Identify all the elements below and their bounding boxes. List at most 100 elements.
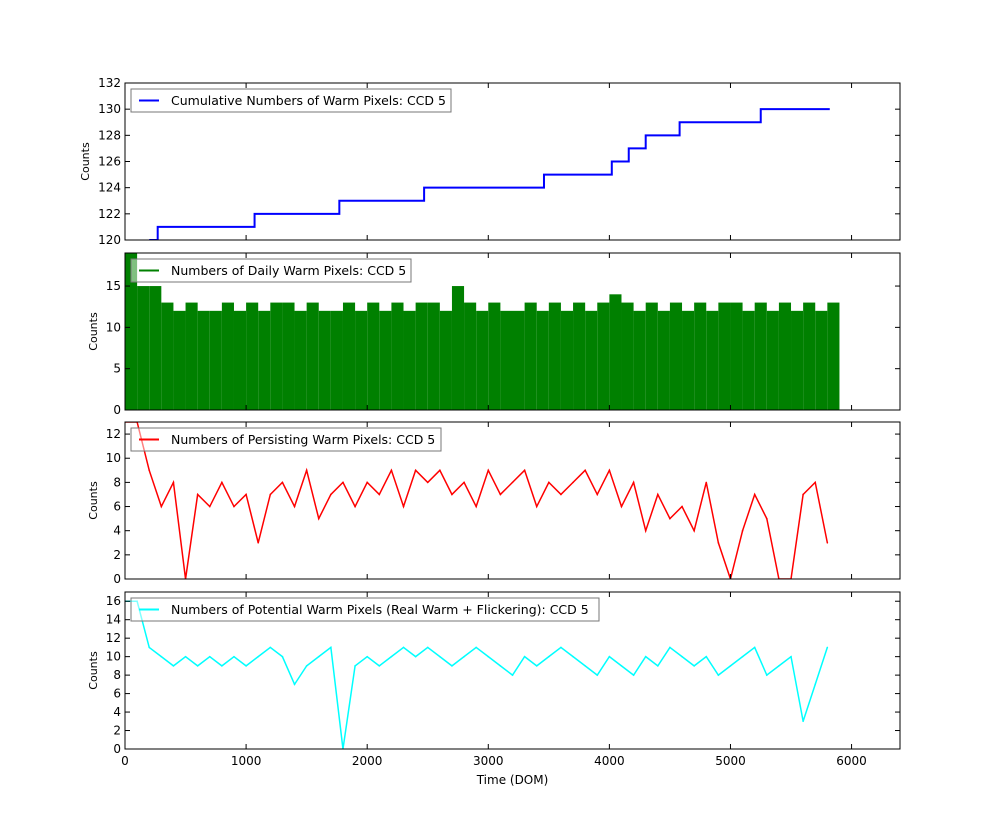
data-point	[426, 481, 429, 484]
y-tick-label: 6	[113, 500, 121, 514]
data-point	[535, 665, 538, 667]
y-tick-label: 0	[113, 742, 121, 756]
data-point	[523, 469, 526, 472]
daily-bar	[149, 286, 162, 410]
data-point	[487, 655, 490, 658]
data-point	[245, 665, 247, 667]
daily-bar	[173, 310, 186, 410]
daily-bar	[233, 310, 247, 410]
y-tick-label: 12	[106, 631, 121, 645]
data-point	[584, 665, 586, 667]
daily-bar	[185, 302, 198, 410]
data-point	[257, 541, 260, 544]
y-tick-label: 4	[113, 524, 121, 538]
data-point	[160, 505, 163, 508]
panel-1: 120 122 124 126 128 130 132 Counts Cumulative Nu…	[79, 76, 901, 247]
data-point	[439, 655, 441, 658]
x-tick-label: 4000	[594, 754, 625, 768]
data-point	[269, 646, 272, 649]
y-tick-label: 10	[106, 650, 121, 664]
data-point	[620, 665, 623, 667]
y-tick-label: 16	[106, 594, 121, 608]
data-point	[560, 493, 562, 496]
data-point	[426, 646, 429, 649]
data-point	[693, 665, 695, 667]
data-point	[451, 493, 453, 496]
data-point	[632, 481, 635, 484]
data-point	[596, 674, 599, 676]
legend: Cumulative Numbers of Warm Pixels: CCD 5	[130, 88, 452, 113]
data-point	[499, 665, 502, 667]
daily-bar	[706, 310, 719, 410]
data-point	[172, 481, 175, 484]
y-axis-label: Counts	[87, 312, 100, 351]
data-point	[826, 541, 829, 544]
data-point	[644, 529, 647, 532]
data-point	[378, 665, 381, 667]
data-point	[293, 505, 296, 508]
x-tick-label: 0	[121, 754, 129, 768]
y-axis-label: Counts	[87, 481, 100, 520]
legend-box	[130, 597, 600, 622]
x-tick-label: 5000	[715, 754, 746, 768]
data-point	[584, 469, 586, 472]
daily-bar	[803, 302, 816, 410]
data-point	[354, 665, 356, 667]
data-point	[814, 683, 817, 686]
data-point	[657, 493, 659, 496]
data-point	[196, 493, 199, 496]
daily-bar	[573, 302, 586, 410]
daily-bar	[125, 253, 138, 410]
y-tick-label: 4	[113, 705, 121, 719]
data-point	[330, 493, 332, 496]
data-point	[741, 529, 744, 532]
data-point	[439, 469, 441, 472]
data-point	[269, 493, 272, 496]
series-1	[149, 108, 830, 240]
data-point	[511, 481, 514, 484]
y-tick-label: 6	[113, 687, 121, 701]
legend-box	[130, 258, 412, 283]
data-point	[463, 655, 465, 658]
data-point	[245, 493, 247, 496]
y-tick-label: 5	[113, 362, 121, 376]
data-point	[620, 505, 623, 508]
daily-bar	[536, 310, 549, 410]
y-tick-label: 0	[113, 403, 121, 417]
data-point	[487, 469, 490, 472]
data-point	[475, 646, 477, 649]
data-point	[160, 655, 163, 658]
x-tick-label: 1000	[231, 754, 262, 768]
legend-label: Cumulative Numbers of Warm Pixels: CCD 5	[171, 93, 446, 108]
data-point	[148, 469, 151, 472]
daily-bar	[451, 286, 465, 410]
y-tick-label: 10	[106, 451, 121, 465]
data-point	[644, 655, 647, 658]
data-point	[305, 469, 308, 472]
daily-bar	[766, 310, 779, 410]
daily-bar	[500, 310, 513, 410]
daily-bar	[197, 310, 210, 410]
daily-bar	[512, 310, 525, 410]
data-point	[257, 655, 260, 658]
legend-label: Numbers of Daily Warm Pixels: CCD 5	[171, 263, 406, 278]
data-point	[208, 505, 211, 508]
data-point	[148, 646, 151, 649]
series-line	[125, 600, 829, 749]
daily-bar	[585, 310, 598, 410]
daily-bar	[137, 286, 150, 410]
data-point	[281, 655, 284, 658]
legend: Numbers of Daily Warm Pixels: CCD 5	[130, 258, 412, 283]
legend: Numbers of Potential Warm Pixels (Real W…	[130, 597, 600, 622]
data-point	[499, 493, 502, 496]
data-point	[753, 646, 756, 649]
data-point	[596, 493, 599, 496]
data-point	[669, 517, 671, 520]
series-3	[125, 422, 829, 579]
data-point	[790, 655, 792, 658]
data-point	[765, 674, 768, 676]
data-point	[390, 469, 393, 472]
data-point	[608, 469, 611, 472]
daily-bar	[282, 302, 295, 410]
daily-bar	[294, 310, 307, 410]
